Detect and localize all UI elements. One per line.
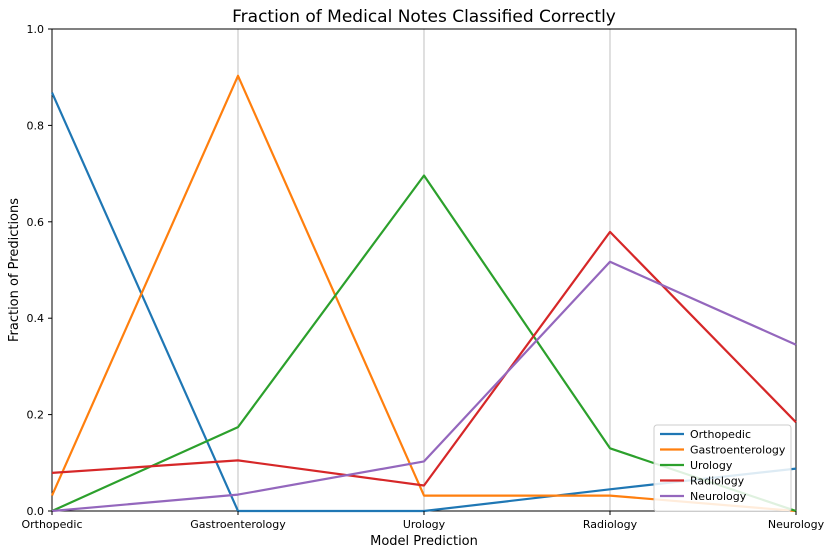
x-axis: Orthopedic Gastroenterology Urology Radiolo… <box>21 511 825 531</box>
y-tick-label: 0.6 <box>27 216 45 229</box>
legend-label: Urology <box>690 459 733 472</box>
y-tick-label: 0.8 <box>27 119 45 132</box>
legend-label: Gastroenterology <box>690 444 786 457</box>
y-axis: 0.0 0.2 0.4 0.6 0.8 1.0 <box>27 23 52 518</box>
x-tick-label: Radiology <box>583 518 638 531</box>
x-tick-label: Neurology <box>768 518 825 531</box>
x-axis-label: Model Prediction <box>370 534 478 549</box>
y-tick-label: 0.2 <box>27 409 45 422</box>
x-tick-label: Gastroenterology <box>190 518 286 531</box>
series-line-radiology <box>51 230 797 487</box>
x-tick-label: Urology <box>403 518 446 531</box>
series-line-neurology <box>51 260 797 513</box>
legend-box <box>653 424 792 512</box>
legend-label: Orthopedic <box>690 428 751 441</box>
chart-title: Fraction of Medical Notes Classified Cor… <box>232 7 616 27</box>
y-axis-label: Fraction of Predictions <box>7 198 22 342</box>
grid-lines <box>237 29 611 511</box>
y-tick-label: 1.0 <box>27 23 45 36</box>
legend: Orthopedic Gastroenterology Urology Radiolo… <box>653 424 792 512</box>
y-tick-label: 0.0 <box>27 505 45 518</box>
legend-label: Radiology <box>690 475 745 488</box>
y-tick-label: 0.4 <box>27 312 45 325</box>
legend-label: Neurology <box>690 490 747 503</box>
x-tick-label: Orthopedic <box>21 518 82 531</box>
